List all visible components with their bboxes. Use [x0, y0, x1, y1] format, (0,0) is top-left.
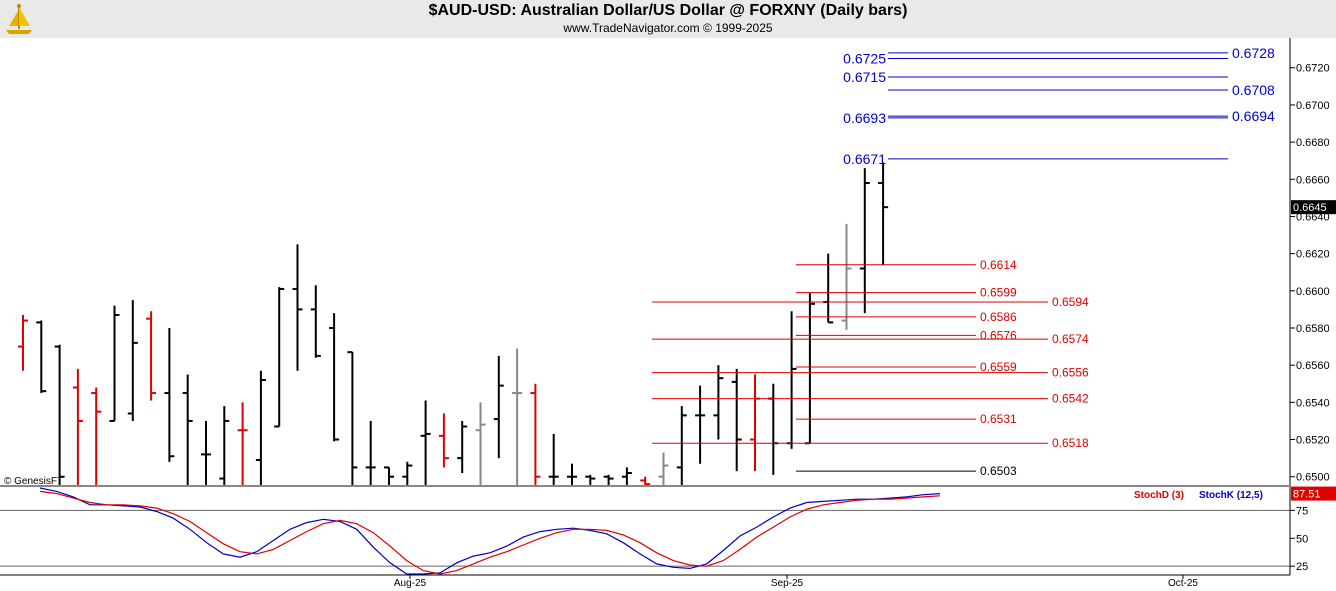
resistance-level-label: 0.6671	[843, 151, 886, 167]
price-panel: 0.6725 0.6728 0.6715 0.6708 0.6693 0.6694 0.66…	[18, 45, 1275, 486]
stoch-tick-label: 25	[1296, 561, 1308, 573]
resistance-level-label: 0.6694	[1232, 108, 1275, 124]
support-level-label: 0.6503	[980, 464, 1017, 478]
support-level-label: 0.6531	[980, 412, 1017, 426]
stoch-last-value-label: 87.51	[1293, 489, 1321, 501]
time-tick-label: Oct-25	[1168, 578, 1198, 589]
stoch-series-line	[39, 490, 941, 575]
legend-stochd: StochD (3)	[1134, 490, 1184, 501]
price-tick-label: 0.6620	[1296, 249, 1330, 261]
price-tick-label: 0.6580	[1296, 323, 1330, 335]
price-tick-label: 0.6560	[1296, 360, 1330, 372]
last-price-box	[1291, 200, 1336, 215]
price-tick-label: 0.6680	[1296, 137, 1330, 149]
price-tick-label: 0.6660	[1296, 174, 1330, 186]
chart-title: $AUD-USD: Australian Dollar/US Dollar @ …	[428, 2, 908, 19]
support-level-label: 0.6518	[1052, 436, 1089, 450]
chart-header: $AUD-USD: Australian Dollar/US Dollar @ …	[0, 0, 1336, 38]
price-tick-label: 0.6640	[1296, 211, 1330, 223]
resistance-level-label: 0.6693	[843, 110, 886, 126]
support-level-label: 0.6586	[980, 310, 1017, 324]
last-price-label: 0.6645	[1293, 202, 1327, 214]
stochastic-panel: StochD (3) StochK (12,5)	[0, 487, 1290, 576]
legend-stochk: StochK (12,5)	[1199, 490, 1263, 501]
support-level-label: 0.6614	[980, 258, 1017, 272]
watermark: © GenesisFT	[4, 476, 63, 487]
stoch-series-line	[39, 487, 941, 575]
support-level-label: 0.6556	[1052, 366, 1089, 380]
support-level-label: 0.6594	[1052, 295, 1089, 309]
price-tick-label: 0.6520	[1296, 435, 1330, 447]
support-level-label: 0.6559	[980, 360, 1017, 374]
resistance-level-label: 0.6708	[1232, 82, 1275, 98]
price-tick-label: 0.6500	[1296, 472, 1330, 484]
resistance-level-label: 0.6728	[1232, 45, 1275, 61]
stoch-tick-label: 50	[1296, 533, 1308, 545]
resistance-level-label: 0.6715	[843, 69, 886, 85]
axes: 0.6720 0.6700 0.6680 0.6660 0.6640 0.6620 0.66…	[0, 38, 1336, 589]
resistance-level-label: 0.6725	[843, 50, 886, 66]
price-tick-label: 0.6540	[1296, 397, 1330, 409]
chart-subtitle: www.TradeNavigator.com © 1999-2025	[563, 21, 773, 35]
tradenavigator-logo	[6, 4, 32, 34]
stoch-last-value-box	[1291, 486, 1336, 501]
support-level-label: 0.6542	[1052, 392, 1089, 406]
chart-canvas: 0.6725 0.6728 0.6715 0.6708 0.6693 0.6694 0.66…	[0, 38, 1336, 589]
price-tick-label: 0.6720	[1296, 63, 1330, 75]
stoch-tick-label: 75	[1296, 505, 1308, 517]
price-tick-label: 0.6600	[1296, 286, 1330, 298]
time-tick-label: Sep-25	[771, 578, 804, 589]
support-level-label: 0.6574	[1052, 332, 1089, 346]
price-tick-label: 0.6700	[1296, 100, 1330, 112]
support-level-label: 0.6576	[980, 328, 1017, 342]
time-tick-label: Aug-25	[394, 578, 427, 589]
support-level-label: 0.6599	[980, 286, 1017, 300]
